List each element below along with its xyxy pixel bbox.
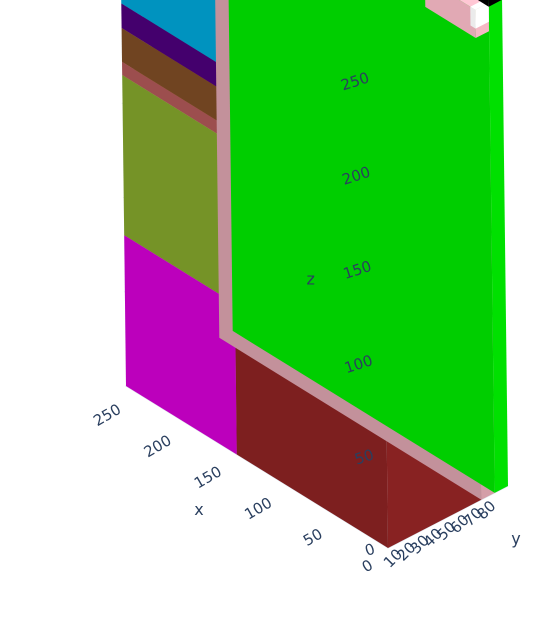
box-face-side: [121, 27, 233, 131]
box-face-front: [475, 2, 489, 29]
box-face-side: [470, 6, 476, 29]
z-axis-title: z: [306, 270, 314, 289]
box-face-side: [477, 0, 489, 7]
box-face-front: [488, 0, 502, 7]
axis-title-layer: z x y: [194, 270, 520, 549]
box-18: [477, 0, 502, 7]
box-layer: [121, 0, 508, 548]
box-face-front: [488, 0, 508, 493]
box-face-side: [124, 235, 237, 455]
x-tick-label: 50: [300, 525, 326, 550]
box-face-side: [425, 0, 476, 38]
z-tick-label: 50: [352, 445, 376, 468]
x-tick-label: 100: [241, 494, 275, 524]
y-axis-title: y: [511, 529, 520, 548]
x-axis-title: x: [194, 500, 203, 519]
x-tick-label: 0: [359, 556, 376, 576]
x-tick-label: 200: [141, 431, 175, 461]
box-face-side: [121, 0, 233, 72]
x-tick-label: 250: [90, 400, 124, 430]
x-tick-label: 150: [191, 462, 225, 492]
box-15: [228, 0, 508, 493]
box-face-side: [228, 0, 495, 493]
